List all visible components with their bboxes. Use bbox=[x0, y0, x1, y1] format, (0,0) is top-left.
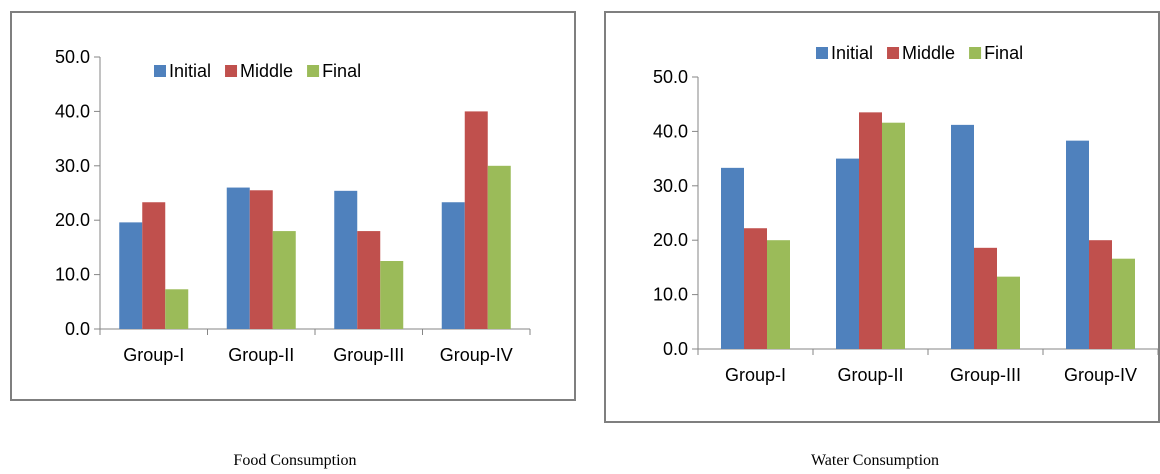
food-bar-final bbox=[272, 231, 296, 329]
food-bar-initial bbox=[334, 190, 358, 329]
water-bar-middle bbox=[859, 112, 882, 349]
food-category-label: Group-II bbox=[228, 345, 294, 365]
water-y-tick-label: 0.0 bbox=[663, 339, 688, 359]
food-category-label: Group-III bbox=[333, 345, 404, 365]
water-y-tick-label: 50.0 bbox=[653, 67, 688, 87]
food-consumption-chart: 0.0 10.0 20.0 30.0 40.0 50.0 Group-I Group-II Gr… bbox=[55, 47, 531, 365]
water-legend-label: Middle bbox=[902, 43, 955, 63]
water-category-label: Group-III bbox=[950, 365, 1021, 385]
water-bar-initial bbox=[721, 167, 744, 349]
water-legend-label: Final bbox=[984, 43, 1023, 63]
water-bar-final bbox=[1112, 258, 1135, 349]
food-y-tick-label: 40.0 bbox=[55, 101, 90, 121]
food-y-tick-label: 0.0 bbox=[65, 319, 90, 339]
food-category-label: Group-I bbox=[123, 345, 184, 365]
food-bar-final bbox=[487, 165, 511, 329]
water-y-tick-label: 30.0 bbox=[653, 176, 688, 196]
food-y-tick-label: 30.0 bbox=[55, 156, 90, 176]
food-chart-caption: Food Consumption bbox=[233, 452, 357, 469]
water-bar-final bbox=[767, 240, 790, 349]
water-bar-final bbox=[997, 276, 1020, 349]
food-y-tick-label: 10.0 bbox=[55, 265, 90, 285]
food-bar-initial bbox=[226, 187, 250, 329]
water-category-label: Group-IV bbox=[1064, 365, 1137, 385]
water-chart-caption: Water Consumption bbox=[810, 452, 940, 469]
water-bar-initial bbox=[836, 158, 859, 349]
water-legend-swatch bbox=[816, 47, 828, 59]
food-bar-initial bbox=[441, 202, 465, 329]
food-bar-final bbox=[380, 261, 404, 329]
food-y-tick-label: 50.0 bbox=[55, 47, 90, 67]
water-bar-middle bbox=[744, 228, 767, 349]
food-y-tick-label: 20.0 bbox=[55, 210, 90, 230]
water-legend-swatch bbox=[887, 47, 900, 59]
water-legend-label: Initial bbox=[831, 43, 873, 63]
food-bar-final bbox=[165, 289, 189, 329]
food-category-label: Group-IV bbox=[440, 345, 513, 365]
food-legend-label: Final bbox=[322, 61, 361, 81]
food-legend-label: Middle bbox=[240, 61, 293, 81]
water-bar-final bbox=[882, 122, 905, 349]
food-legend-swatch bbox=[154, 65, 166, 77]
water-bar-initial bbox=[1066, 140, 1089, 349]
food-chart-frame: 0.0 10.0 20.0 30.0 40.0 50.0 Group-I Group-II Gr… bbox=[10, 11, 576, 401]
water-y-tick-label: 20.0 bbox=[653, 230, 688, 250]
water-bar-middle bbox=[1089, 240, 1112, 349]
water-category-label: Group-I bbox=[725, 365, 786, 385]
water-y-tick-label: 10.0 bbox=[653, 285, 688, 305]
food-bar-middle bbox=[249, 190, 273, 329]
water-category-label: Group-II bbox=[837, 365, 903, 385]
food-legend-label: Initial bbox=[169, 61, 211, 81]
water-bar-initial bbox=[951, 124, 974, 349]
water-legend-swatch bbox=[969, 47, 982, 59]
food-legend-swatch bbox=[225, 65, 238, 77]
water-y-tick-label: 40.0 bbox=[653, 121, 688, 141]
food-bar-middle bbox=[464, 111, 488, 330]
water-chart-frame: 0.0 10.0 20.0 30.0 40.0 50.0 Group-I Group-II Gr… bbox=[604, 11, 1160, 423]
food-legend-swatch bbox=[307, 65, 320, 77]
food-bar-middle bbox=[357, 231, 381, 329]
food-bar-initial bbox=[119, 222, 143, 329]
water-bar-middle bbox=[974, 247, 997, 349]
water-consumption-chart: 0.0 10.0 20.0 30.0 40.0 50.0 Group-I Group-II Gr… bbox=[653, 43, 1159, 385]
food-bar-middle bbox=[142, 202, 166, 329]
